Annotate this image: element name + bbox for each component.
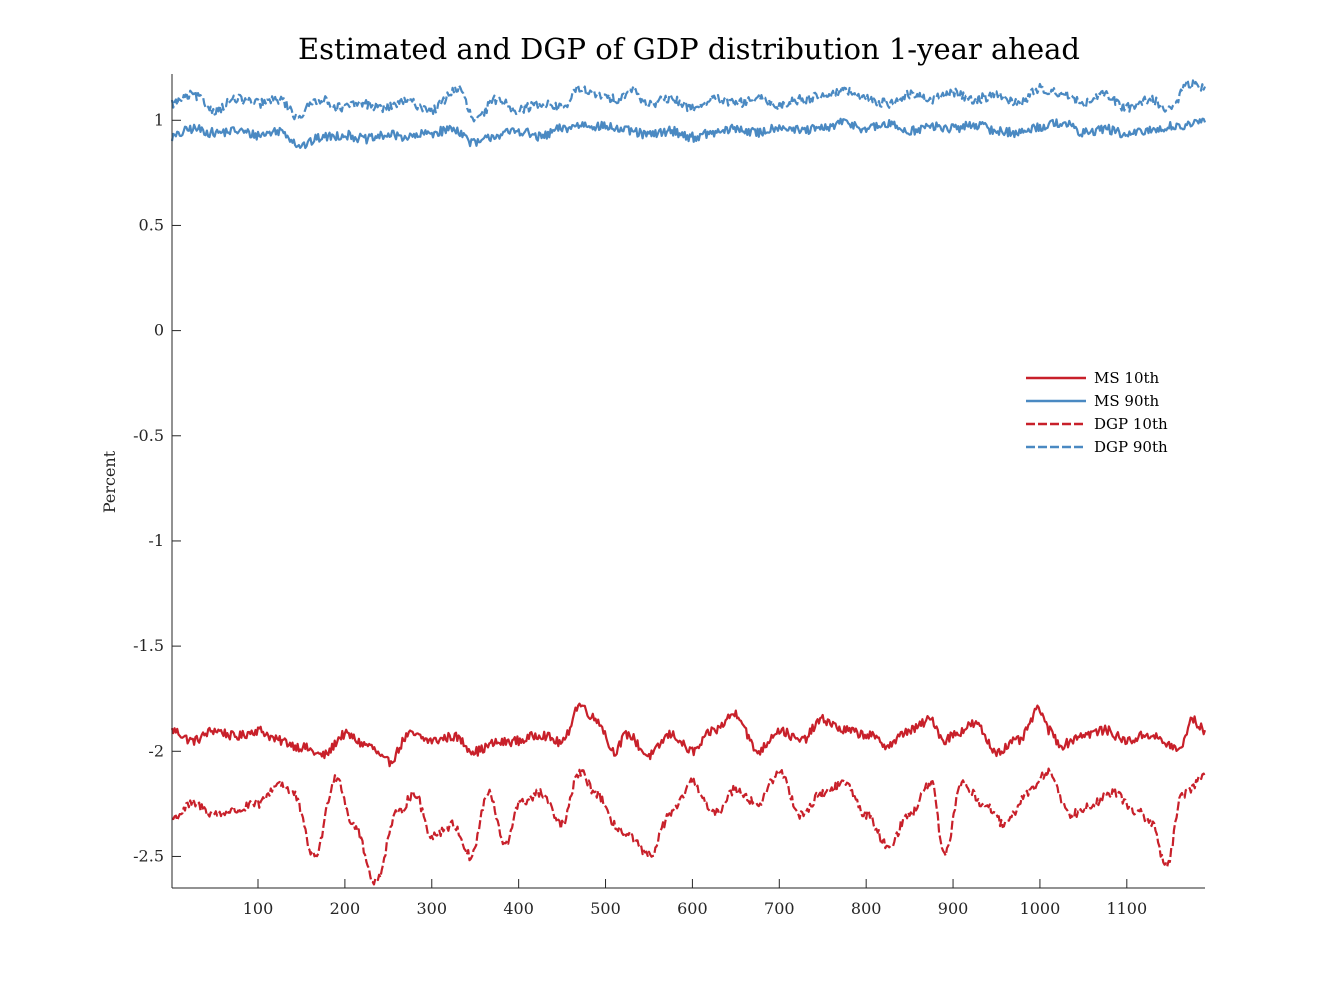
x-tick-label: 400 <box>503 899 534 918</box>
chart-title: Estimated and DGP of GDP distribution 1-… <box>298 32 1080 66</box>
x-tick-label: 900 <box>938 899 969 918</box>
series-line-ms-10th <box>170 702 1207 768</box>
y-tick-label: -1 <box>148 531 164 550</box>
plot-area: 100 200 300 400 500 600 700 800 900 1000 1100 1 0.5… <box>133 74 1207 918</box>
series-line-dgp-10th <box>171 767 1207 886</box>
series-line-dgp-90th <box>170 79 1207 123</box>
legend-label-ms-10th: MS 10th <box>1094 369 1160 387</box>
legend: MS 10th MS 90th DGP 10th DGP 90th <box>1026 369 1168 456</box>
legend-label-dgp-10th: DGP 10th <box>1094 415 1168 433</box>
y-axis-label: Percent <box>100 450 119 513</box>
x-tick-label: 700 <box>764 899 795 918</box>
y-tick-label: -2 <box>148 741 164 760</box>
legend-label-dgp-90th: DGP 90th <box>1094 438 1168 456</box>
legend-label-ms-90th: MS 90th <box>1094 392 1160 410</box>
y-tick-label: -1.5 <box>133 636 164 655</box>
y-ticks: 1 0.5 0 -0.5 -1 -1.5 -2 -2.5 <box>133 110 181 865</box>
series-layer <box>170 79 1207 886</box>
x-tick-label: 1000 <box>1020 899 1061 918</box>
series-line-ms-90th <box>170 117 1207 150</box>
y-tick-label: -2.5 <box>133 846 164 865</box>
y-tick-label: 0 <box>154 321 164 340</box>
x-tick-label: 1100 <box>1106 899 1147 918</box>
x-ticks: 100 200 300 400 500 600 700 800 900 1000 1100 <box>243 879 1147 918</box>
x-tick-label: 200 <box>330 899 361 918</box>
x-tick-label: 300 <box>416 899 447 918</box>
x-tick-label: 800 <box>851 899 882 918</box>
y-tick-label: -0.5 <box>133 426 164 445</box>
y-tick-label: 0.5 <box>139 215 164 234</box>
y-tick-label: 1 <box>154 110 164 129</box>
x-tick-label: 500 <box>590 899 621 918</box>
x-tick-label: 600 <box>677 899 708 918</box>
x-tick-label: 100 <box>243 899 274 918</box>
